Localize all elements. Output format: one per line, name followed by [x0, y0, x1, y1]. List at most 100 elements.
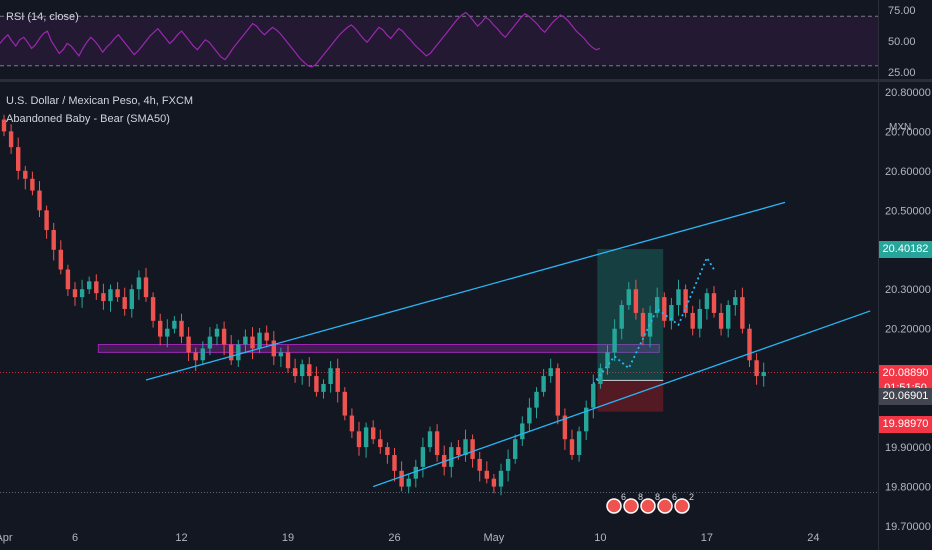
candle-body[interactable]: [399, 470, 404, 487]
candle-body[interactable]: [640, 312, 646, 337]
candle-body[interactable]: [520, 423, 525, 440]
candle-body[interactable]: [108, 289, 113, 302]
symbol-title[interactable]: U.S. Dollar / Mexican Peso, 4h, FXCM: [6, 95, 194, 107]
candle-body[interactable]: [541, 376, 546, 392]
rsi-line[interactable]: [0, 11, 601, 68]
candle-body[interactable]: [179, 320, 184, 337]
candle-body[interactable]: [23, 170, 28, 179]
candle-body[interactable]: [278, 352, 284, 357]
candle-body[interactable]: [200, 348, 205, 361]
candle-body[interactable]: [257, 332, 262, 349]
candle-body[interactable]: [122, 297, 127, 309]
candle-body[interactable]: [619, 305, 624, 329]
candle-body[interactable]: [733, 297, 738, 306]
candle-body[interactable]: [378, 439, 383, 448]
candle-body[interactable]: [1, 119, 7, 132]
candle-body[interactable]: [633, 289, 639, 313]
candle-body[interactable]: [470, 439, 475, 459]
candle-body[interactable]: [321, 383, 326, 392]
candle-body[interactable]: [115, 289, 120, 298]
economic-event-flag-icon[interactable]: [606, 498, 622, 514]
candle-body[interactable]: [498, 470, 504, 487]
candle-body[interactable]: [683, 289, 688, 313]
candle-body[interactable]: [477, 458, 482, 471]
candle-body[interactable]: [72, 289, 78, 298]
candle-body[interactable]: [747, 328, 752, 361]
candle-body[interactable]: [534, 391, 539, 408]
candle-body[interactable]: [591, 383, 596, 408]
candle-body[interactable]: [463, 439, 468, 456]
candle-body[interactable]: [385, 447, 390, 456]
candle-body[interactable]: [711, 293, 717, 313]
candle-body[interactable]: [250, 336, 255, 349]
candle-body[interactable]: [229, 344, 234, 361]
candle-body[interactable]: [207, 336, 213, 349]
candle-body[interactable]: [214, 328, 220, 337]
rsi-legend[interactable]: RSI (14, close): [6, 11, 79, 23]
candle-body[interactable]: [392, 455, 397, 471]
candle-body[interactable]: [143, 277, 149, 298]
candle-body[interactable]: [51, 230, 56, 250]
candle-body[interactable]: [158, 320, 163, 337]
candle-body[interactable]: [584, 407, 589, 432]
candle-body[interactable]: [335, 368, 340, 392]
candle-body[interactable]: [662, 297, 667, 321]
economic-event-flag-icon[interactable]: [674, 498, 690, 514]
candle-body[interactable]: [292, 368, 298, 377]
candle-body[interactable]: [342, 391, 347, 416]
candle-body[interactable]: [94, 281, 99, 294]
candle-body[interactable]: [371, 427, 376, 440]
candle-body[interactable]: [30, 178, 35, 191]
candle-body[interactable]: [704, 293, 710, 309]
candle-body[interactable]: [314, 376, 319, 392]
candle-body[interactable]: [150, 297, 156, 321]
candle-body[interactable]: [754, 360, 759, 377]
candle-body[interactable]: [513, 439, 518, 459]
indicator-legend[interactable]: Abandoned Baby - Bear (SMA50): [6, 113, 170, 125]
candle-body[interactable]: [271, 340, 276, 357]
candle-body[interactable]: [562, 415, 568, 440]
candle-body[interactable]: [300, 364, 305, 377]
candle-body[interactable]: [356, 431, 362, 448]
candle-body[interactable]: [101, 293, 106, 302]
candle-body[interactable]: [456, 447, 461, 456]
candle-body[interactable]: [16, 147, 21, 171]
candle-body[interactable]: [626, 289, 631, 306]
candle-body[interactable]: [221, 328, 227, 345]
candle-body[interactable]: [527, 407, 532, 424]
candle-body[interactable]: [761, 372, 766, 377]
candle-body[interactable]: [186, 336, 191, 353]
candle-body[interactable]: [136, 277, 142, 290]
candle-body[interactable]: [420, 447, 426, 467]
candle-body[interactable]: [449, 447, 454, 467]
candle-body[interactable]: [555, 368, 560, 416]
pane-separator[interactable]: [0, 79, 932, 82]
candle-body[interactable]: [434, 431, 440, 456]
candle-body[interactable]: [8, 131, 14, 148]
candle-body[interactable]: [726, 305, 731, 329]
candle-body[interactable]: [697, 308, 702, 329]
candle-body[interactable]: [44, 210, 49, 231]
candle-body[interactable]: [193, 352, 198, 361]
candle-body[interactable]: [406, 478, 411, 487]
candle-body[interactable]: [740, 297, 745, 329]
candle-body[interactable]: [264, 332, 269, 341]
candle-body[interactable]: [328, 368, 333, 384]
candle-body[interactable]: [569, 439, 575, 456]
candle-body[interactable]: [576, 431, 582, 456]
candle-body[interactable]: [65, 269, 71, 290]
economic-event-flag-icon[interactable]: [640, 498, 656, 514]
candle-body[interactable]: [79, 289, 85, 298]
channel-lower-line[interactable]: [372, 310, 871, 488]
candle-body[interactable]: [129, 289, 134, 309]
candle-body[interactable]: [484, 470, 489, 479]
economic-event-flag-icon[interactable]: [657, 498, 673, 514]
candle-body[interactable]: [669, 305, 674, 321]
candle-body[interactable]: [505, 458, 511, 471]
channel-upper-line[interactable]: [145, 201, 786, 381]
candle-body[interactable]: [165, 328, 170, 337]
candle-body[interactable]: [87, 281, 92, 290]
candle-body[interactable]: [676, 289, 681, 306]
candle-body[interactable]: [491, 478, 497, 487]
